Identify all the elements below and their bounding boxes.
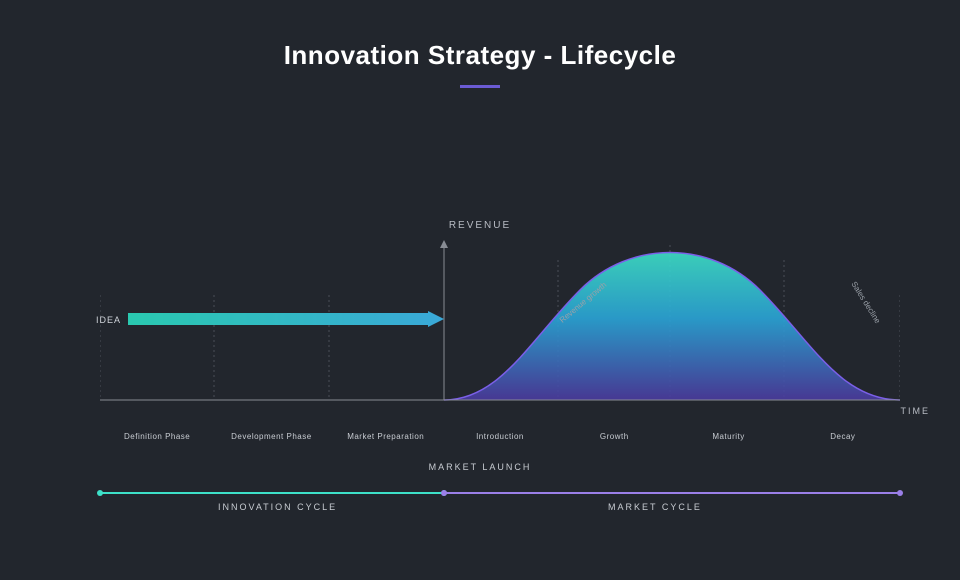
idea-label: IDEA xyxy=(96,315,121,325)
innovation-cycle-bar xyxy=(100,492,444,494)
idea-arrow xyxy=(128,311,444,327)
market-cycle-bar xyxy=(444,492,900,494)
lifecycle-chart xyxy=(100,240,900,420)
title-underline xyxy=(460,85,500,88)
innovation-cycle-label: INNOVATION CYCLE xyxy=(218,502,337,512)
phase-introduction: Introduction xyxy=(443,432,557,441)
phase-labels-row: Definition Phase Development Phase Marke… xyxy=(100,432,900,441)
y-axis-arrowhead xyxy=(440,240,448,248)
phase-market-prep: Market Preparation xyxy=(329,432,443,441)
time-axis-label: TIME xyxy=(901,406,931,416)
revenue-curve-fill xyxy=(444,253,900,401)
market-cycle-label: MARKET CYCLE xyxy=(608,502,702,512)
chart-svg xyxy=(100,240,900,420)
phase-decay: Decay xyxy=(786,432,900,441)
market-launch-label: MARKET LAUNCH xyxy=(429,462,532,472)
phase-definition: Definition Phase xyxy=(100,432,214,441)
page-title: Innovation Strategy - Lifecycle xyxy=(0,40,960,71)
phase-development: Development Phase xyxy=(214,432,328,441)
phase-maturity: Maturity xyxy=(671,432,785,441)
phase-growth: Growth xyxy=(557,432,671,441)
revenue-axis-label: REVENUE xyxy=(449,220,511,231)
